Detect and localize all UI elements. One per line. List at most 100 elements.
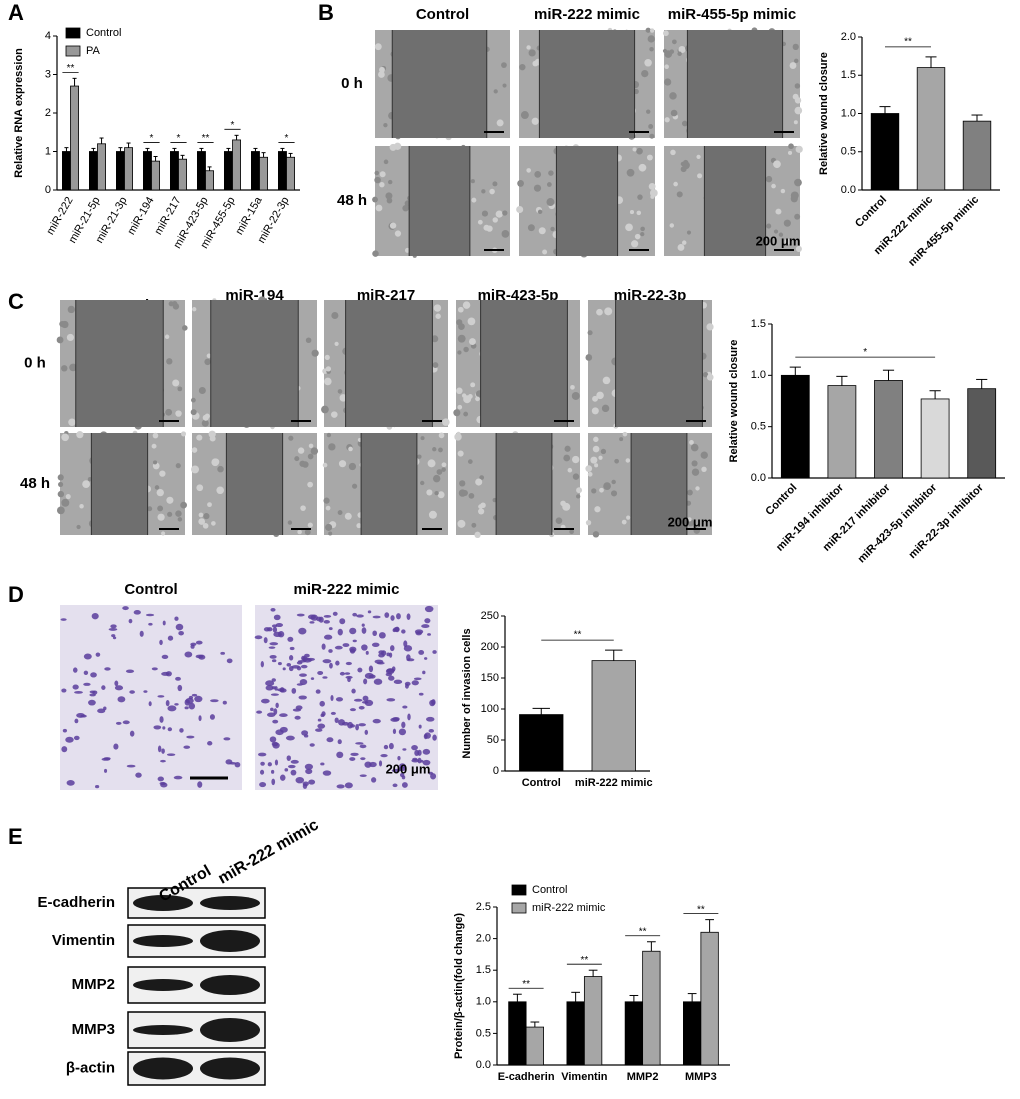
cell	[576, 487, 583, 494]
cell	[632, 147, 637, 152]
cell	[152, 432, 159, 439]
cell	[61, 433, 69, 442]
cell	[477, 219, 483, 225]
cell	[297, 447, 305, 454]
cell	[442, 418, 450, 426]
cell	[66, 333, 75, 342]
cell	[663, 30, 669, 37]
cell	[420, 436, 425, 441]
cell	[350, 752, 359, 756]
cell	[650, 194, 655, 199]
cell	[296, 613, 305, 617]
cell	[179, 728, 184, 733]
cell	[210, 699, 219, 703]
bar	[196, 151, 206, 191]
cell	[321, 643, 326, 650]
cell	[260, 761, 265, 766]
cell	[457, 404, 463, 410]
cell	[432, 474, 441, 483]
cell	[528, 49, 536, 57]
cell	[634, 233, 641, 240]
cell	[184, 651, 193, 658]
cell	[546, 198, 555, 207]
cell	[339, 671, 345, 676]
cell	[301, 730, 309, 736]
cell	[706, 323, 714, 331]
cell	[420, 480, 425, 486]
cell	[631, 240, 639, 248]
cell	[702, 372, 709, 378]
cell	[113, 743, 119, 750]
cell	[129, 730, 135, 737]
cell	[380, 754, 388, 758]
cell	[297, 529, 302, 535]
cell	[295, 776, 305, 784]
cell	[175, 676, 181, 681]
cell	[404, 681, 411, 686]
cell	[173, 775, 183, 780]
cell	[438, 447, 443, 453]
y-tick-label: 1.0	[751, 369, 766, 381]
y-tick-label: 1	[45, 145, 51, 157]
cell	[640, 231, 645, 237]
cell	[378, 632, 386, 639]
cell	[307, 614, 316, 620]
column-header: miR-222 mimic	[534, 6, 640, 23]
cell	[471, 522, 477, 528]
cell	[374, 43, 382, 51]
cell	[286, 662, 292, 667]
cell	[269, 655, 277, 659]
cell	[161, 531, 166, 536]
cell	[303, 734, 309, 738]
cell	[191, 465, 200, 474]
band	[200, 930, 260, 952]
cell	[352, 612, 358, 617]
cell	[66, 780, 75, 786]
bar	[870, 113, 900, 191]
cell	[289, 646, 295, 651]
cell	[367, 610, 372, 614]
cell	[304, 529, 311, 536]
bar	[124, 147, 134, 191]
cell	[457, 306, 464, 313]
cell	[457, 350, 462, 355]
cell	[361, 623, 365, 627]
cell	[321, 405, 329, 414]
cell	[89, 690, 96, 694]
panel-label: B	[318, 0, 334, 25]
cell	[424, 618, 431, 624]
cell	[338, 460, 347, 468]
wound-gap	[687, 30, 783, 138]
cell	[305, 768, 313, 775]
cell	[325, 366, 332, 372]
cell	[417, 757, 422, 764]
legend-swatch	[65, 27, 81, 39]
cell	[422, 748, 431, 755]
wound-gap	[631, 433, 687, 535]
cell	[336, 784, 345, 789]
cell	[424, 657, 428, 660]
row-label: 48 h	[20, 475, 50, 492]
y-tick-label: 1.5	[476, 964, 491, 976]
panel-label: D	[8, 582, 24, 607]
cell	[388, 675, 395, 681]
cell	[326, 432, 332, 438]
significance-label: **	[202, 133, 210, 144]
cell	[359, 774, 367, 777]
cell	[153, 725, 162, 730]
cell	[330, 695, 334, 702]
cell	[780, 188, 786, 194]
cell	[110, 624, 117, 629]
cell	[646, 154, 653, 161]
cell	[426, 489, 433, 496]
cell	[502, 83, 507, 88]
cell	[417, 749, 422, 756]
cell	[372, 250, 379, 257]
cell	[72, 684, 79, 690]
cell	[664, 117, 670, 123]
cell	[441, 462, 447, 468]
cell	[412, 757, 418, 761]
cell	[649, 133, 655, 139]
cell	[226, 658, 233, 664]
cell	[457, 521, 463, 526]
